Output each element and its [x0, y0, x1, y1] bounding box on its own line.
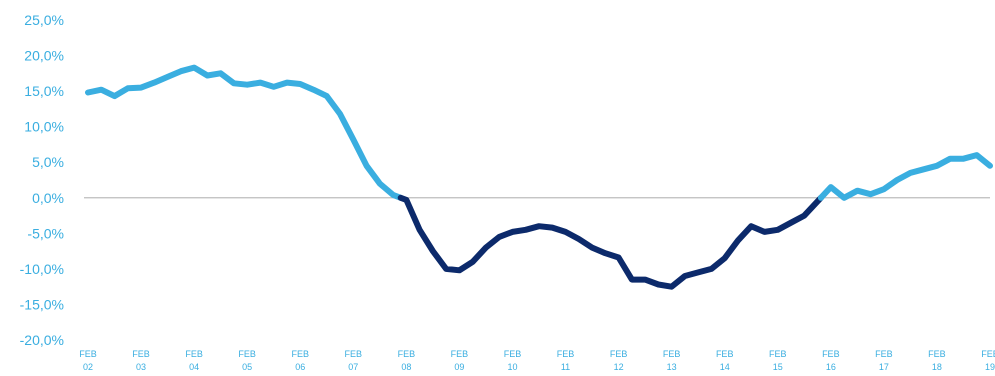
- y-axis: 25,0% 20,0% 15,0% 10,0% 5,0% 0,0% -5,0% -10,0% -…: [20, 12, 64, 348]
- y-tick-label: 20,0%: [24, 48, 64, 64]
- x-tick-year: 04: [189, 362, 199, 372]
- x-tick-month: FEB: [769, 349, 787, 359]
- x-tick-year: 05: [242, 362, 252, 372]
- y-tick-label: -10,0%: [20, 261, 64, 277]
- x-tick-month: FEB: [451, 349, 469, 359]
- x-tick-month: FEB: [185, 349, 203, 359]
- x-tick-year: 17: [879, 362, 889, 372]
- y-tick-label: 0,0%: [32, 190, 64, 206]
- series-line-negative: [397, 194, 824, 290]
- x-tick-year: 12: [614, 362, 624, 372]
- x-tick-month: FEB: [928, 349, 946, 359]
- y-tick-label: -5,0%: [27, 225, 64, 241]
- x-tick-year: 16: [826, 362, 836, 372]
- y-tick-label: 15,0%: [24, 83, 64, 99]
- x-tick-year: 07: [348, 362, 358, 372]
- x-tick-year: 11: [561, 362, 570, 372]
- x-tick-year: 03: [136, 362, 146, 372]
- x-tick-year: 10: [507, 362, 517, 372]
- y-tick-label: -15,0%: [20, 296, 64, 312]
- x-tick-month: FEB: [291, 349, 309, 359]
- x-tick-year: 06: [295, 362, 305, 372]
- series-line-positive: [817, 152, 993, 201]
- x-tick-year: 19: [985, 362, 995, 372]
- x-tick-year: 15: [773, 362, 783, 372]
- x-tick-month: FEB: [610, 349, 628, 359]
- x-tick-year: 09: [454, 362, 464, 372]
- y-tick-label: -20,0%: [20, 332, 64, 348]
- x-tick-month: FEB: [345, 349, 363, 359]
- x-tick-month: FEB: [238, 349, 256, 359]
- x-tick-month: FEB: [716, 349, 734, 359]
- x-axis: FEB 02 FEB 03 FEB 04 FEB 05 FEB 06 FEB 07 FEB 08 FEB 09…: [79, 349, 995, 372]
- x-tick-month: FEB: [398, 349, 416, 359]
- x-tick-month: FEB: [875, 349, 893, 359]
- x-tick-year: 18: [932, 362, 942, 372]
- data-series: [85, 64, 993, 290]
- x-tick-year: 14: [720, 362, 730, 372]
- x-tick-month: FEB: [557, 349, 575, 359]
- x-tick-month: FEB: [822, 349, 840, 359]
- x-tick-year: 13: [667, 362, 677, 372]
- x-tick-month: FEB: [981, 349, 995, 359]
- x-tick-year: 08: [401, 362, 411, 372]
- x-tick-month: FEB: [79, 349, 97, 359]
- x-tick-month: FEB: [663, 349, 681, 359]
- y-tick-label: 10,0%: [24, 119, 64, 135]
- x-tick-year: 02: [83, 362, 93, 372]
- x-tick-month: FEB: [132, 349, 150, 359]
- x-tick-month: FEB: [504, 349, 522, 359]
- y-tick-label: 25,0%: [24, 12, 64, 28]
- y-tick-label: 5,0%: [32, 154, 64, 170]
- series-line-positive: [85, 64, 404, 201]
